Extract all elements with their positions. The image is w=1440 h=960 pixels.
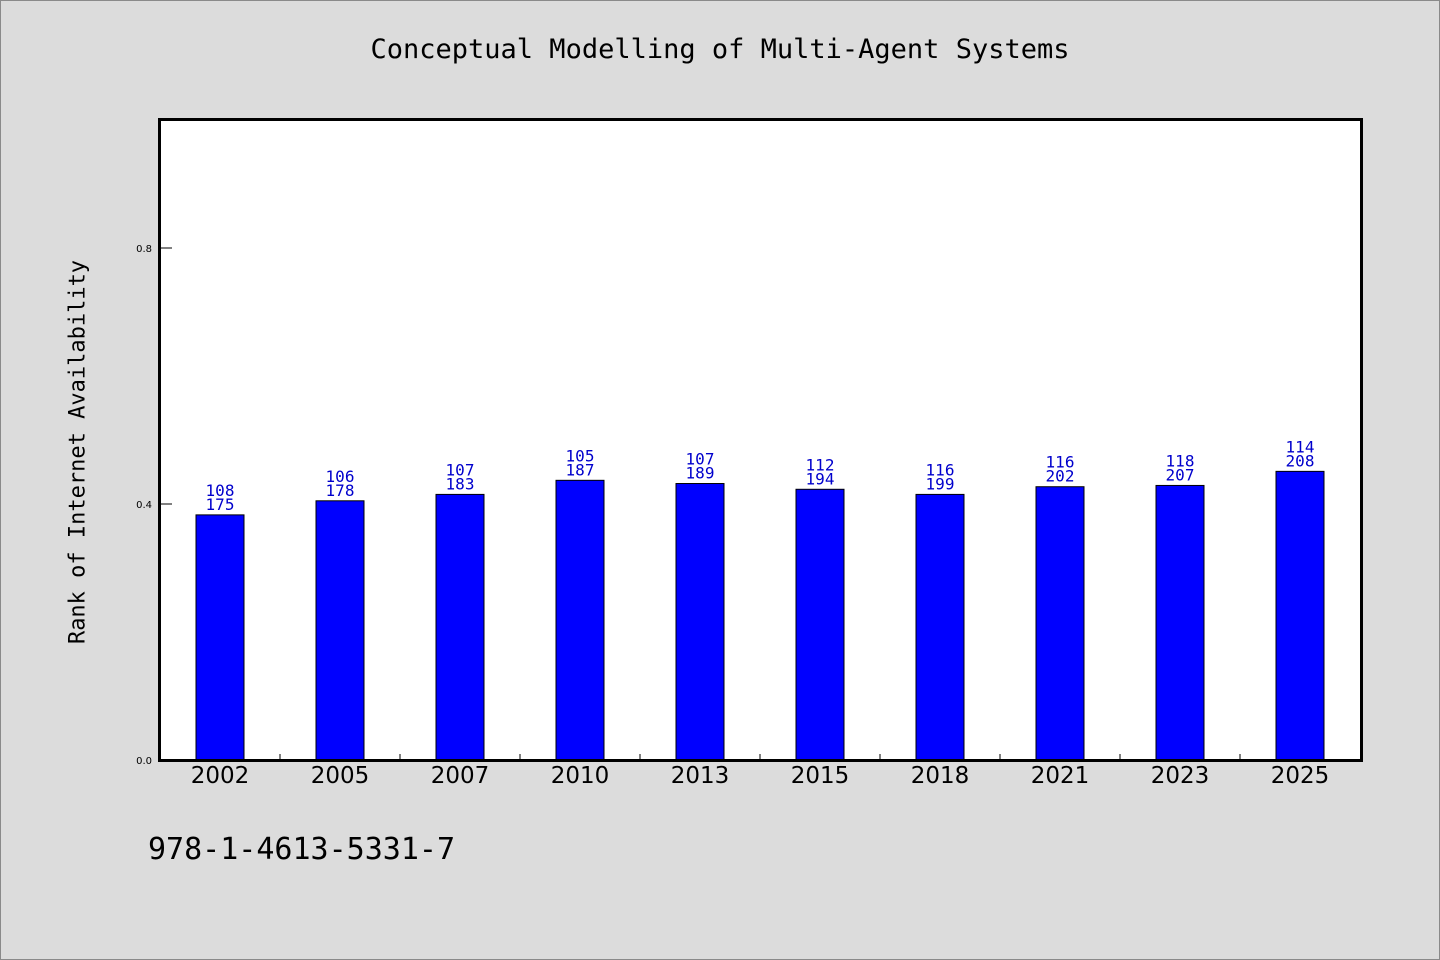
isbn-label: 978-1-4613-5331-7 — [148, 832, 456, 867]
x-tick-label: 2023 — [1151, 763, 1210, 789]
x-tick-label: 2021 — [1031, 763, 1090, 789]
bar — [675, 483, 725, 761]
bar — [315, 500, 365, 761]
bar-label-bottom: 199 — [926, 474, 955, 493]
x-tick-label: 2018 — [911, 763, 970, 789]
bar-label-bottom: 208 — [1286, 451, 1315, 470]
bar — [1035, 486, 1085, 761]
bar-label-bottom: 202 — [1046, 467, 1075, 486]
x-tick-label: 2025 — [1271, 763, 1330, 789]
bar — [555, 479, 605, 761]
x-tick-label: 2013 — [671, 763, 730, 789]
y-tick-label: 0.8 — [136, 244, 152, 255]
bars — [195, 470, 1325, 761]
bar-label-bottom: 194 — [806, 469, 835, 488]
bar-label-bottom: 175 — [206, 495, 235, 514]
bar-label-top: 116 — [926, 460, 955, 479]
bar-label-top: 118 — [1166, 451, 1195, 470]
bar — [435, 493, 485, 761]
bar — [1275, 470, 1325, 761]
bar-label-bottom: 207 — [1166, 465, 1195, 484]
bar-label-bottom: 187 — [566, 460, 595, 479]
bar — [795, 488, 845, 761]
bar-label-top: 112 — [806, 455, 835, 474]
plot-border — [158, 118, 1363, 762]
x-tick-label: 2002 — [191, 763, 250, 789]
bar-label-bottom: 178 — [326, 481, 355, 500]
x-tick-label: 2010 — [551, 763, 610, 789]
bar-label-top: 114 — [1286, 437, 1315, 456]
y-tick-label: 0.0 — [136, 756, 152, 767]
bar-label-top: 107 — [686, 450, 715, 469]
y-tick-label: 0.4 — [136, 500, 152, 511]
bar-label-top: 107 — [446, 460, 475, 479]
bar-label-bottom: 189 — [686, 464, 715, 483]
x-axis: 2002 2005 2007 2010 2013 2015 2018 2021 2023 2025 — [191, 754, 1330, 789]
chart-title: Conceptual Modelling of Multi-Agent Syst… — [370, 34, 1070, 65]
bar — [1155, 484, 1205, 761]
bar — [915, 493, 965, 761]
bar-label-top: 108 — [206, 481, 235, 500]
bar — [195, 514, 245, 761]
x-tick-label: 2007 — [431, 763, 490, 789]
bar-label-top: 106 — [326, 467, 355, 486]
x-tick-label: 2005 — [311, 763, 370, 789]
bar-label-top: 116 — [1046, 453, 1075, 472]
x-tick-label: 2015 — [791, 763, 850, 789]
bar-label-top: 105 — [566, 446, 595, 465]
bar-label-bottom: 183 — [446, 474, 475, 493]
